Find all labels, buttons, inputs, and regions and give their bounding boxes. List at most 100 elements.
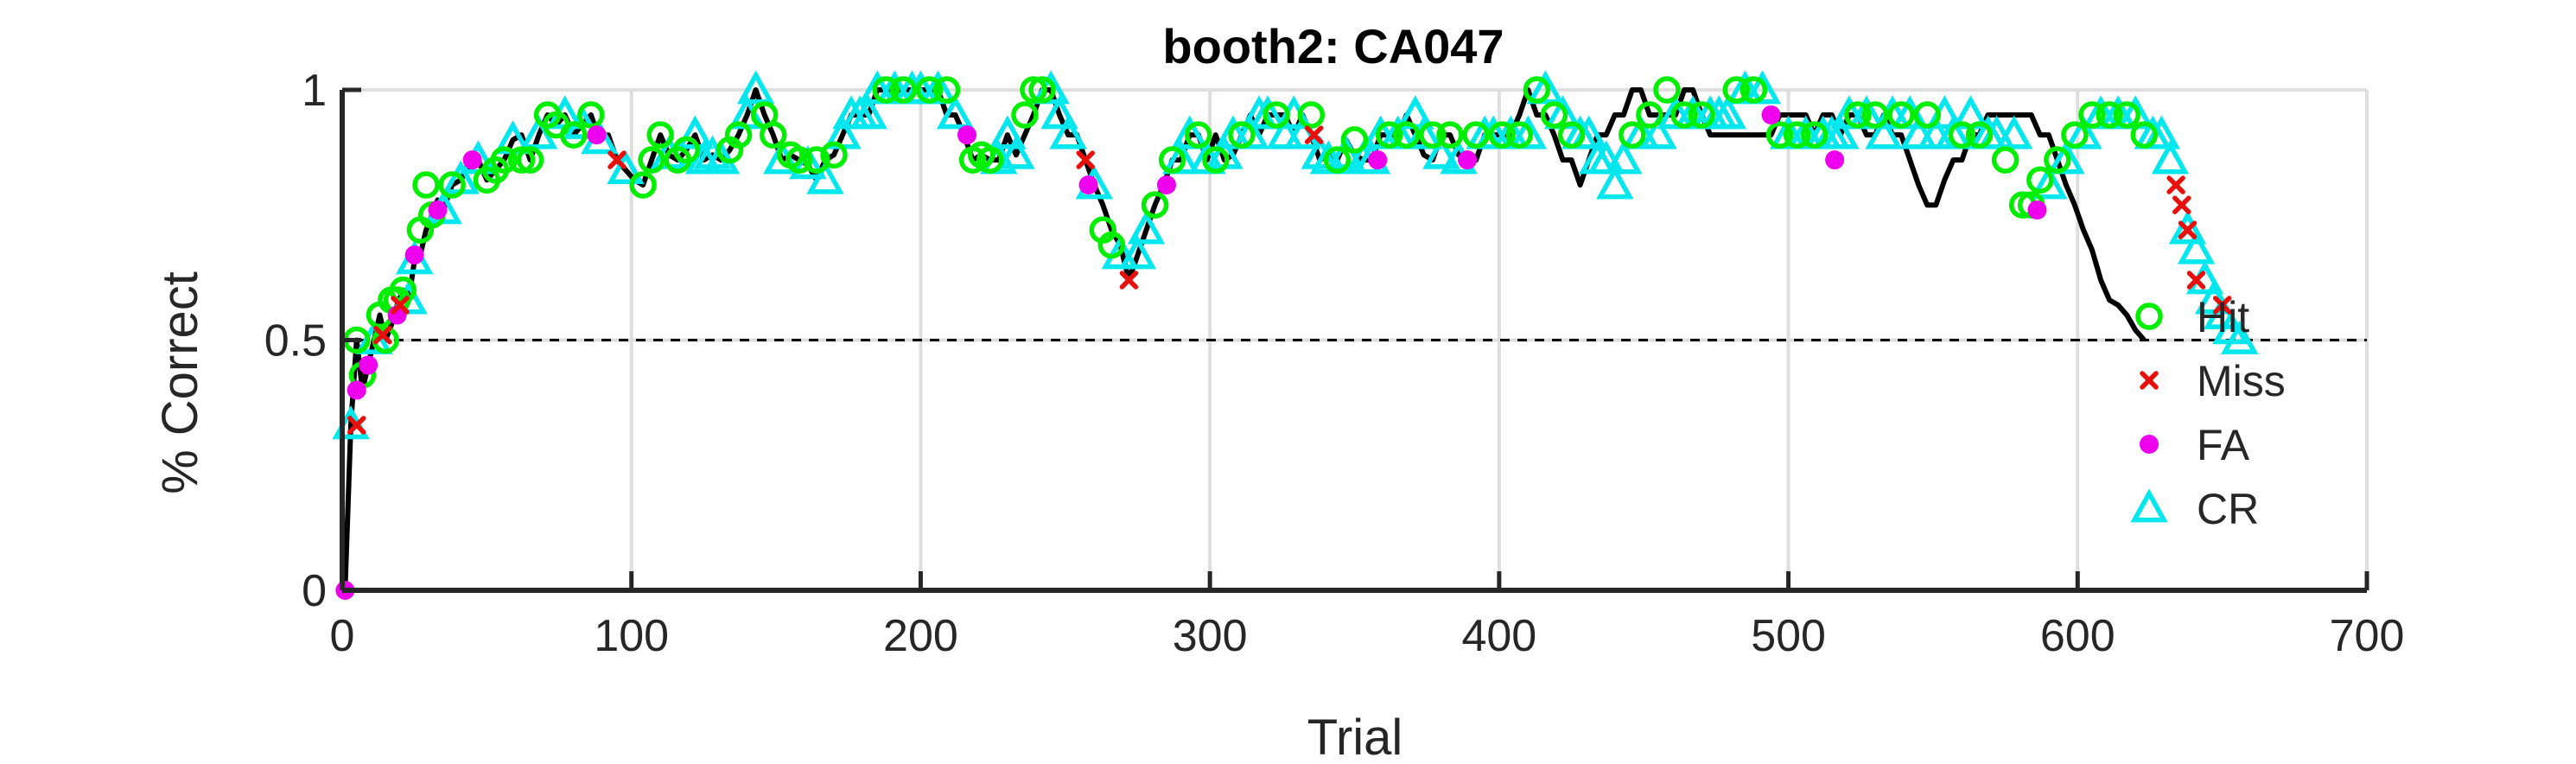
- hit-marker: [507, 146, 536, 174]
- miss-marker: [391, 296, 410, 315]
- hit-marker: [1688, 101, 1715, 129]
- hit-marker: [1505, 121, 1534, 149]
- cr-marker: [1161, 140, 1200, 175]
- x-tick-label: 300: [1173, 611, 1248, 661]
- cr-marker: [1848, 95, 1886, 130]
- hit-marker: [638, 146, 665, 174]
- cr-marker: [1934, 115, 1973, 150]
- tick-labels: 0 100 200 300 400 500 600 700 0 0.5 1: [264, 66, 2405, 661]
- hit-marker: [1887, 101, 1915, 129]
- hit-marker: [1436, 121, 1464, 149]
- cr-marker: [1118, 235, 1157, 270]
- hit-marker: [1488, 121, 1516, 149]
- legend: Hit Miss FA CR: [2130, 293, 2286, 533]
- cr-marker: [1049, 115, 1087, 150]
- x-tick-label: 500: [1751, 611, 1826, 661]
- cr-marker: [806, 160, 844, 194]
- y-tick-label: 0: [302, 566, 327, 616]
- cr-marker: [2221, 320, 2259, 354]
- hit-marker: [1523, 76, 1551, 104]
- cr-marker: [997, 135, 1035, 169]
- hit-marker: [1011, 101, 1039, 129]
- hit-marker: [976, 146, 1004, 174]
- hit-marker: [803, 146, 830, 174]
- cr-marker: [919, 70, 957, 105]
- hit-marker: [1228, 121, 1256, 149]
- hit-marker: [1297, 101, 1326, 129]
- x-tick-label: 600: [2040, 611, 2115, 661]
- cr-marker: [1422, 135, 1460, 169]
- fa-marker: [1458, 150, 1478, 170]
- hit-marker: [577, 101, 605, 129]
- legend-marker-miss: [2140, 371, 2159, 390]
- hit-marker: [1097, 231, 1126, 259]
- hit-marker: [1844, 101, 1872, 129]
- cr-marker: [2064, 115, 2102, 150]
- hit-marker: [1028, 76, 1056, 104]
- hit-marker: [1462, 121, 1490, 149]
- hit-marker: [646, 121, 674, 149]
- cr-marker: [1040, 95, 1078, 130]
- cr-marker: [1171, 115, 1209, 150]
- hit-marker: [2061, 121, 2089, 149]
- cr-marker: [1249, 95, 1287, 130]
- hit-marker: [1263, 101, 1290, 129]
- hit-marker: [1991, 146, 2019, 174]
- legend-marker-cr: [2130, 488, 2168, 523]
- hit-marker: [438, 171, 466, 199]
- legend-marker-fa: [2140, 435, 2159, 454]
- fa-marker: [359, 355, 378, 375]
- legend-marker-hit: [2135, 302, 2163, 330]
- hit-marker: [724, 121, 753, 149]
- series-miss: [347, 125, 2232, 435]
- hit-marker: [1948, 121, 1976, 149]
- miss-marker: [2186, 271, 2206, 290]
- fa-marker: [1825, 150, 1845, 170]
- legend-entry-fa: FA: [2140, 421, 2250, 469]
- hit-marker: [932, 76, 961, 104]
- legend-label-miss: Miss: [2197, 357, 2286, 405]
- y-tick-label: 1: [302, 66, 327, 116]
- hit-marker: [2113, 101, 2140, 129]
- legend-label-cr: CR: [2197, 485, 2259, 533]
- legend-entry-miss: Miss: [2140, 357, 2286, 405]
- hit-marker: [759, 121, 787, 149]
- hit-marker: [1653, 76, 1681, 104]
- cr-marker: [1743, 70, 1782, 105]
- legend-label-hit: Hit: [2197, 293, 2249, 341]
- hit-marker: [2044, 146, 2071, 174]
- cr-marker: [2047, 140, 2085, 175]
- cr-marker: [1127, 210, 1166, 245]
- hit-marker: [1670, 101, 1698, 129]
- hit-marker: [1540, 101, 1568, 129]
- hit-marker: [1202, 146, 1230, 174]
- hit-marker: [1375, 121, 1403, 149]
- x-tick-label: 400: [1461, 611, 1536, 661]
- fa-marker: [587, 125, 607, 145]
- hit-marker: [1185, 121, 1212, 149]
- cr-marker: [1526, 70, 1565, 105]
- hit-marker: [1913, 101, 1941, 129]
- fa-marker: [957, 125, 976, 145]
- cr-marker: [2177, 230, 2216, 264]
- hit-marker: [1392, 121, 1421, 149]
- cr-marker: [849, 95, 887, 130]
- hit-marker: [2130, 121, 2159, 149]
- fa-marker: [2027, 200, 2047, 220]
- legend-entry-cr: CR: [2130, 485, 2259, 533]
- hit-marker: [629, 171, 657, 199]
- hit-marker: [915, 76, 944, 104]
- series-hit: [342, 76, 2159, 389]
- legend-entry-hit: Hit: [2135, 293, 2249, 341]
- hit-marker: [1765, 121, 1794, 149]
- hit-marker: [1020, 76, 1047, 104]
- fa-marker: [1156, 175, 1176, 195]
- fa-marker: [428, 200, 448, 220]
- cr-marker: [702, 140, 741, 175]
- hit-marker: [1722, 76, 1751, 104]
- hit-marker: [2078, 101, 2106, 129]
- cr-marker: [936, 95, 975, 130]
- fa-marker: [462, 150, 482, 170]
- x-axis-label: Trial: [1307, 710, 1403, 764]
